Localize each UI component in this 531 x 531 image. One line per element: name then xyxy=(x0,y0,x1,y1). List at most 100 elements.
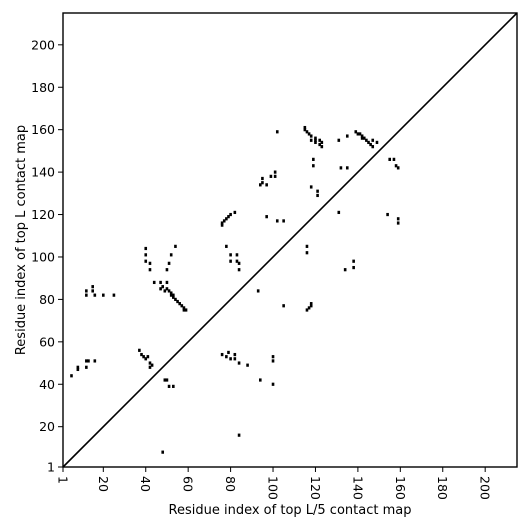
contact-point-upper xyxy=(182,308,186,312)
x-tick-label: 160 xyxy=(393,476,408,500)
contact-point-upper xyxy=(392,157,396,161)
contact-point-upper xyxy=(303,125,307,130)
contact-point-upper xyxy=(375,140,379,145)
contact-point-upper xyxy=(316,189,319,193)
contact-point-lower xyxy=(282,219,285,223)
contact-point-lower xyxy=(396,217,400,221)
x-tick-label: 120 xyxy=(308,476,323,500)
contact-point-upper xyxy=(320,145,324,149)
contact-point-upper xyxy=(237,261,241,265)
contact-point-upper xyxy=(85,289,88,293)
contact-point-upper xyxy=(85,293,88,297)
diagonal-reference-line xyxy=(62,12,518,468)
contact-point-upper xyxy=(167,289,171,293)
contact-point-lower xyxy=(352,259,355,263)
contact-point-upper xyxy=(176,299,179,304)
contact-point-lower xyxy=(144,357,148,361)
contact-point-upper xyxy=(314,138,317,142)
contact-point-lower xyxy=(309,304,313,308)
contact-point-upper xyxy=(371,138,375,142)
contact-point-upper xyxy=(220,223,224,227)
contact-point-upper xyxy=(165,268,169,272)
x-tick-label: 200 xyxy=(478,476,493,500)
contact-point-upper xyxy=(273,170,277,174)
contact-point-upper xyxy=(337,138,341,142)
contact-point-upper xyxy=(165,287,169,291)
y-tick-label: 100 xyxy=(31,249,55,264)
contact-point-upper xyxy=(367,140,370,145)
contact-point-upper xyxy=(309,185,313,189)
contact-point-upper xyxy=(360,136,364,140)
contact-point-lower xyxy=(305,251,309,255)
contact-point-lower xyxy=(259,378,262,382)
contact-point-lower xyxy=(148,365,152,369)
x-axis: 1 20 40 60 80 100 120 140 160 180 200 xyxy=(56,467,493,500)
contact-point-lower xyxy=(256,289,260,293)
contact-point-lower xyxy=(227,350,230,355)
contact-point-upper xyxy=(148,268,152,272)
contact-point-upper xyxy=(320,140,324,145)
contact-point-upper xyxy=(172,295,175,299)
contact-point-upper xyxy=(307,132,311,136)
contact-point-upper xyxy=(235,259,239,263)
contact-point-lower xyxy=(271,359,275,363)
contact-point-upper xyxy=(369,142,372,147)
contact-point-upper xyxy=(225,217,228,221)
contact-point-upper xyxy=(161,285,165,289)
contact-point-lower xyxy=(225,355,228,359)
x-tick-label: 140 xyxy=(350,476,365,500)
contact-point-upper xyxy=(229,259,232,263)
contact-point-lower xyxy=(140,352,143,357)
contact-point-lower xyxy=(70,374,73,378)
contact-point-upper xyxy=(165,280,169,285)
contact-point-upper xyxy=(314,136,317,140)
contact-point-lower xyxy=(76,365,80,369)
contact-point-upper xyxy=(91,289,94,293)
contact-point-lower xyxy=(165,378,169,382)
contact-point-upper xyxy=(275,130,279,134)
contact-point-upper xyxy=(360,134,364,138)
contact-point-upper xyxy=(273,174,277,178)
y-tick-label: 140 xyxy=(31,165,55,180)
contact-point-upper xyxy=(180,304,184,308)
contact-point-upper xyxy=(169,253,173,257)
contact-point-lower xyxy=(148,361,152,365)
contact-point-upper xyxy=(305,130,309,134)
contact-point-lower xyxy=(163,378,167,382)
contact-point-upper xyxy=(358,132,362,136)
contact-point-upper xyxy=(178,302,181,306)
contact-point-upper xyxy=(91,285,94,289)
plot-frame xyxy=(62,12,518,468)
contact-point-upper xyxy=(227,215,230,219)
contact-point-upper xyxy=(309,138,313,142)
contact-point-upper xyxy=(184,308,188,312)
contact-point-upper xyxy=(235,253,239,257)
contact-point-upper xyxy=(174,244,177,248)
y-tick-label: 200 xyxy=(31,37,55,52)
contact-point-upper xyxy=(148,261,152,265)
contact-point-lower xyxy=(87,359,90,363)
contact-point-upper xyxy=(233,210,237,215)
contact-point-lower xyxy=(271,382,275,386)
y-tick-label: 80 xyxy=(39,292,55,307)
contact-point-upper xyxy=(152,280,156,285)
contact-point-lower xyxy=(142,355,145,359)
contact-point-upper xyxy=(316,193,319,198)
contact-point-upper xyxy=(261,176,264,181)
y-axis-title: Residue index of top L contact map xyxy=(14,125,29,355)
contact-point-upper xyxy=(144,246,148,251)
contact-point-upper xyxy=(345,166,349,170)
contact-point-upper xyxy=(222,219,226,223)
contact-point-lower xyxy=(237,433,241,437)
contact-point-upper xyxy=(159,280,162,285)
x-axis-title: Residue index of top L/5 contact map xyxy=(169,503,412,518)
contact-point-lower xyxy=(307,306,311,310)
contact-point-lower xyxy=(85,359,88,363)
contact-point-lower xyxy=(233,352,237,357)
contact-point-upper xyxy=(396,166,400,170)
contact-point-upper xyxy=(225,244,228,248)
contact-point-lower xyxy=(396,221,400,225)
contact-point-upper xyxy=(259,183,262,187)
